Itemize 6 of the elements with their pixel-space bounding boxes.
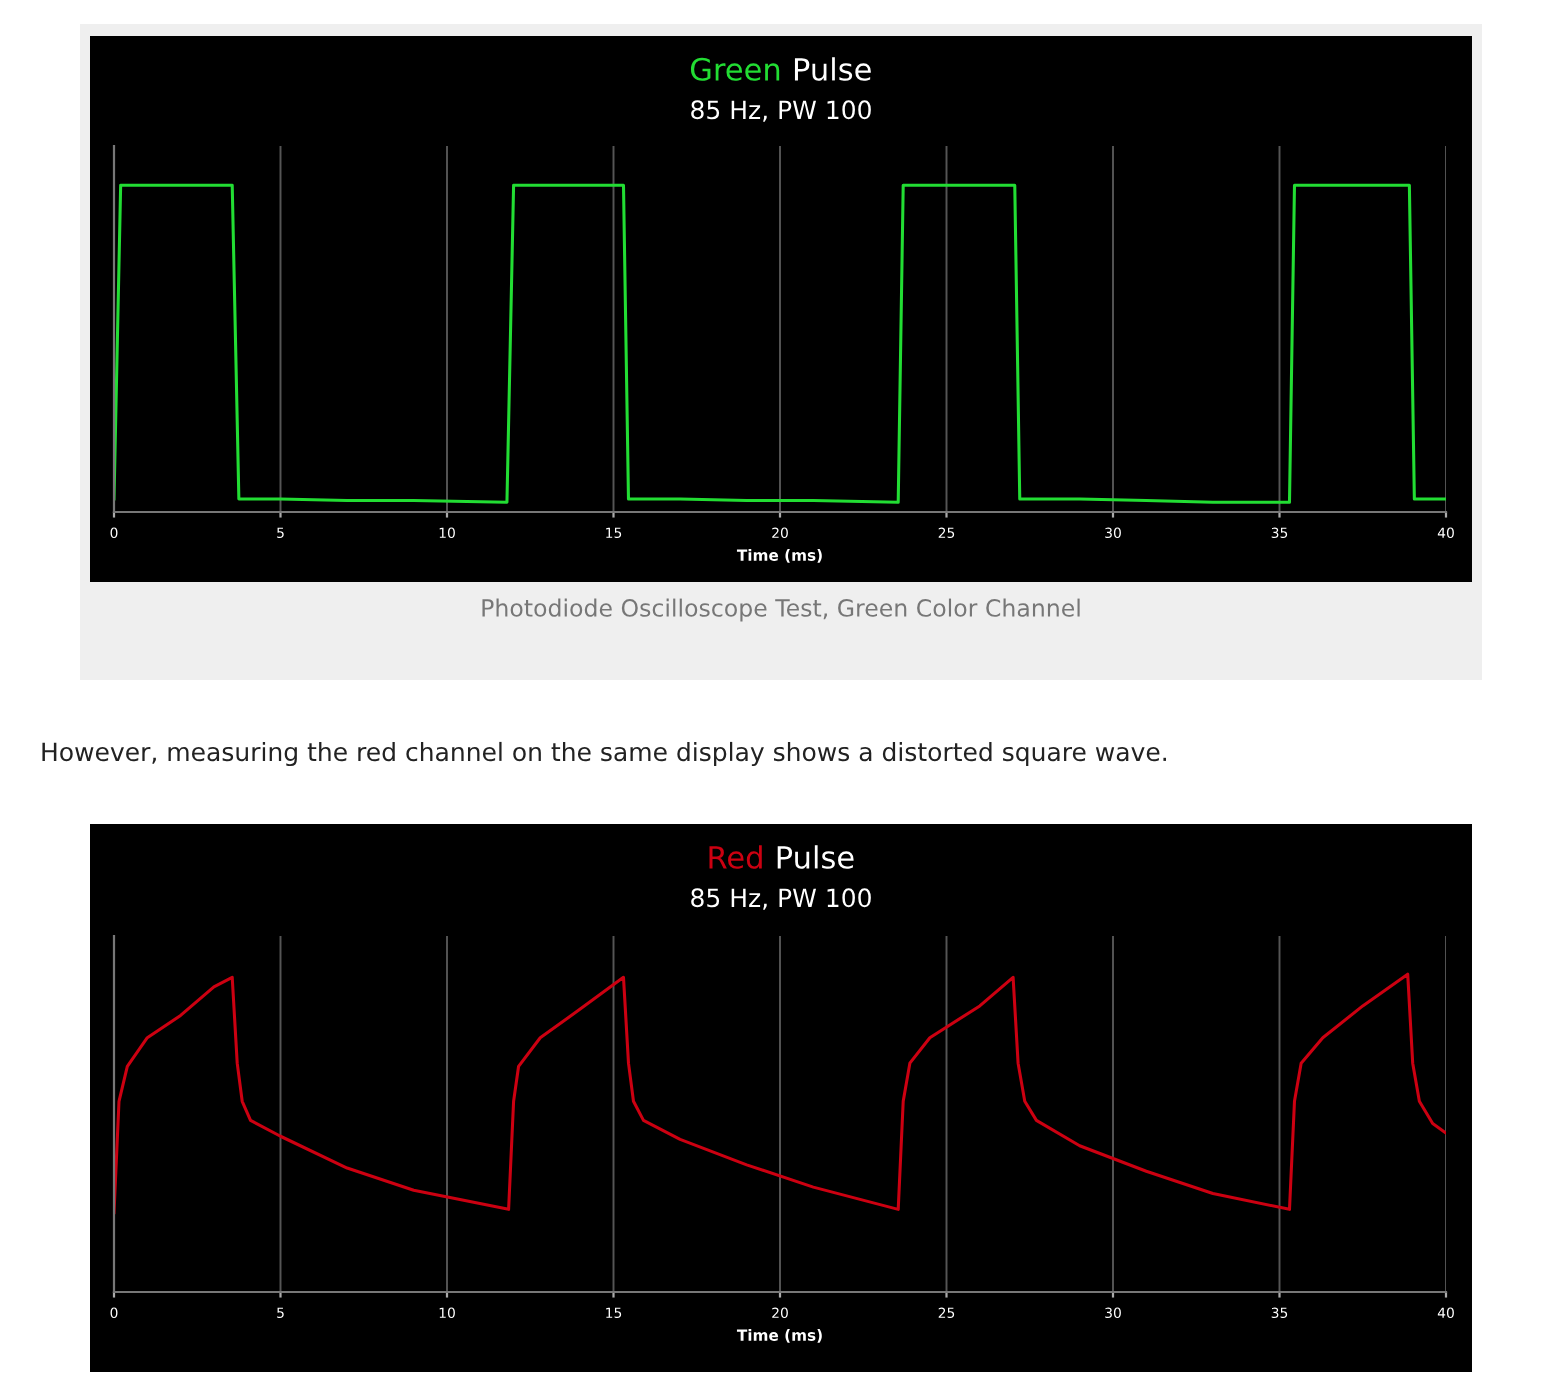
text: Photodiode Oscilloscope Test, Green Color Channel [482, 598, 1080, 622]
chart-subtitle: 85 Hz, PW 100 [691, 888, 871, 910]
chart-title: Red Pulse [709, 845, 854, 869]
text: However, measuring the red channel on the same display shows a distorted square wave. [42, 741, 1166, 767]
chart-title: Green Pulse [690, 57, 871, 81]
chart-subtitle: 85 Hz, PW 100 [691, 100, 871, 122]
